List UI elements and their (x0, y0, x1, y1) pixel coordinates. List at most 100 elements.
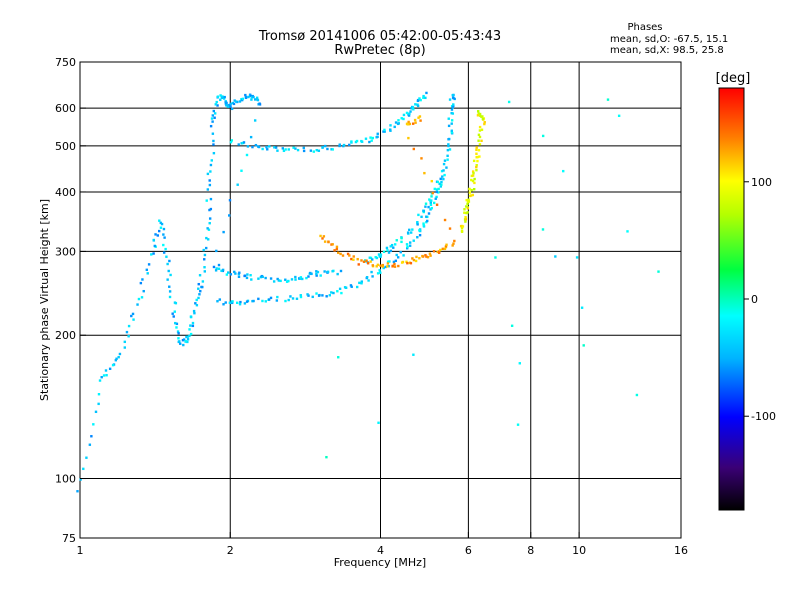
data-point (427, 212, 431, 215)
data-point (450, 129, 453, 132)
data-point (222, 230, 225, 234)
data-point (423, 171, 426, 175)
data-point (411, 106, 415, 109)
data-point (197, 282, 200, 286)
data-point (168, 290, 172, 293)
data-point (389, 249, 393, 253)
data-point (417, 116, 420, 119)
data-point (232, 102, 236, 106)
data-point (400, 236, 403, 240)
data-point (220, 96, 224, 99)
data-point (452, 103, 455, 106)
data-point (189, 332, 193, 336)
data-point (480, 128, 484, 131)
data-point (261, 147, 264, 151)
data-point (393, 265, 397, 268)
data-point (332, 291, 335, 295)
data-point (166, 278, 169, 281)
data-point (478, 135, 482, 139)
data-point (230, 301, 234, 305)
data-point (371, 275, 374, 278)
data-point (426, 255, 430, 259)
data-point (352, 258, 355, 261)
data-point (237, 143, 240, 146)
data-point (322, 235, 326, 238)
data-point (461, 225, 465, 228)
stats-line-x: mean, sd,X: 98.5, 25.8 (610, 45, 724, 56)
data-point (225, 104, 228, 107)
data-point (317, 294, 321, 297)
data-point (115, 357, 118, 360)
data-point (205, 246, 208, 250)
data-point (192, 309, 196, 313)
data-point (468, 191, 472, 194)
data-point (212, 109, 215, 113)
data-point (234, 100, 238, 103)
data-point (406, 261, 409, 265)
data-point (176, 330, 180, 333)
chart-subtitle: RwPretec (8p) (334, 43, 425, 58)
data-point (102, 374, 106, 377)
data-point (328, 294, 332, 297)
data-point (348, 143, 351, 147)
data-point (264, 300, 267, 303)
data-point (381, 263, 385, 267)
data-point (443, 247, 447, 251)
data-point (451, 244, 454, 247)
data-point (475, 146, 478, 149)
data-point (153, 244, 156, 248)
data-point (409, 110, 412, 113)
data-point (111, 363, 115, 367)
data-point (281, 147, 284, 150)
data-point (464, 215, 467, 219)
data-point (447, 144, 450, 148)
data-point (231, 300, 234, 303)
y-tick-label: 100 (55, 473, 76, 486)
data-point (436, 180, 439, 184)
data-point (378, 255, 381, 258)
data-point (274, 146, 278, 149)
data-point (140, 296, 144, 299)
data-point (657, 270, 660, 273)
data-point (284, 148, 287, 151)
data-point (422, 224, 425, 227)
data-point (440, 169, 444, 173)
data-point (389, 245, 392, 248)
data-point (319, 234, 322, 238)
data-point (424, 205, 427, 208)
data-point (169, 273, 172, 277)
data-point (417, 213, 420, 217)
data-point (415, 255, 418, 259)
data-point (257, 277, 260, 280)
data-point (450, 108, 454, 111)
data-point (447, 117, 450, 120)
data-point (246, 145, 250, 148)
data-point (290, 278, 294, 281)
data-point (203, 270, 207, 273)
data-point (240, 169, 243, 172)
data-point (476, 114, 480, 117)
data-point (212, 151, 216, 155)
data-point (393, 262, 396, 266)
data-point (198, 293, 201, 296)
data-point (130, 314, 133, 318)
data-point (315, 148, 318, 152)
data-point (435, 203, 439, 206)
data-point (411, 228, 414, 231)
data-point (435, 190, 439, 194)
data-point (142, 289, 145, 293)
data-point (388, 260, 391, 263)
data-point (336, 290, 339, 293)
data-point (206, 227, 209, 230)
data-point (389, 128, 392, 131)
data-point (395, 253, 398, 257)
data-point (405, 111, 409, 115)
data-point (447, 143, 450, 146)
data-point (464, 217, 468, 221)
data-point (258, 102, 261, 105)
data-point (472, 171, 475, 175)
data-point (371, 136, 375, 140)
data-point (483, 121, 486, 124)
data-point (385, 246, 389, 250)
